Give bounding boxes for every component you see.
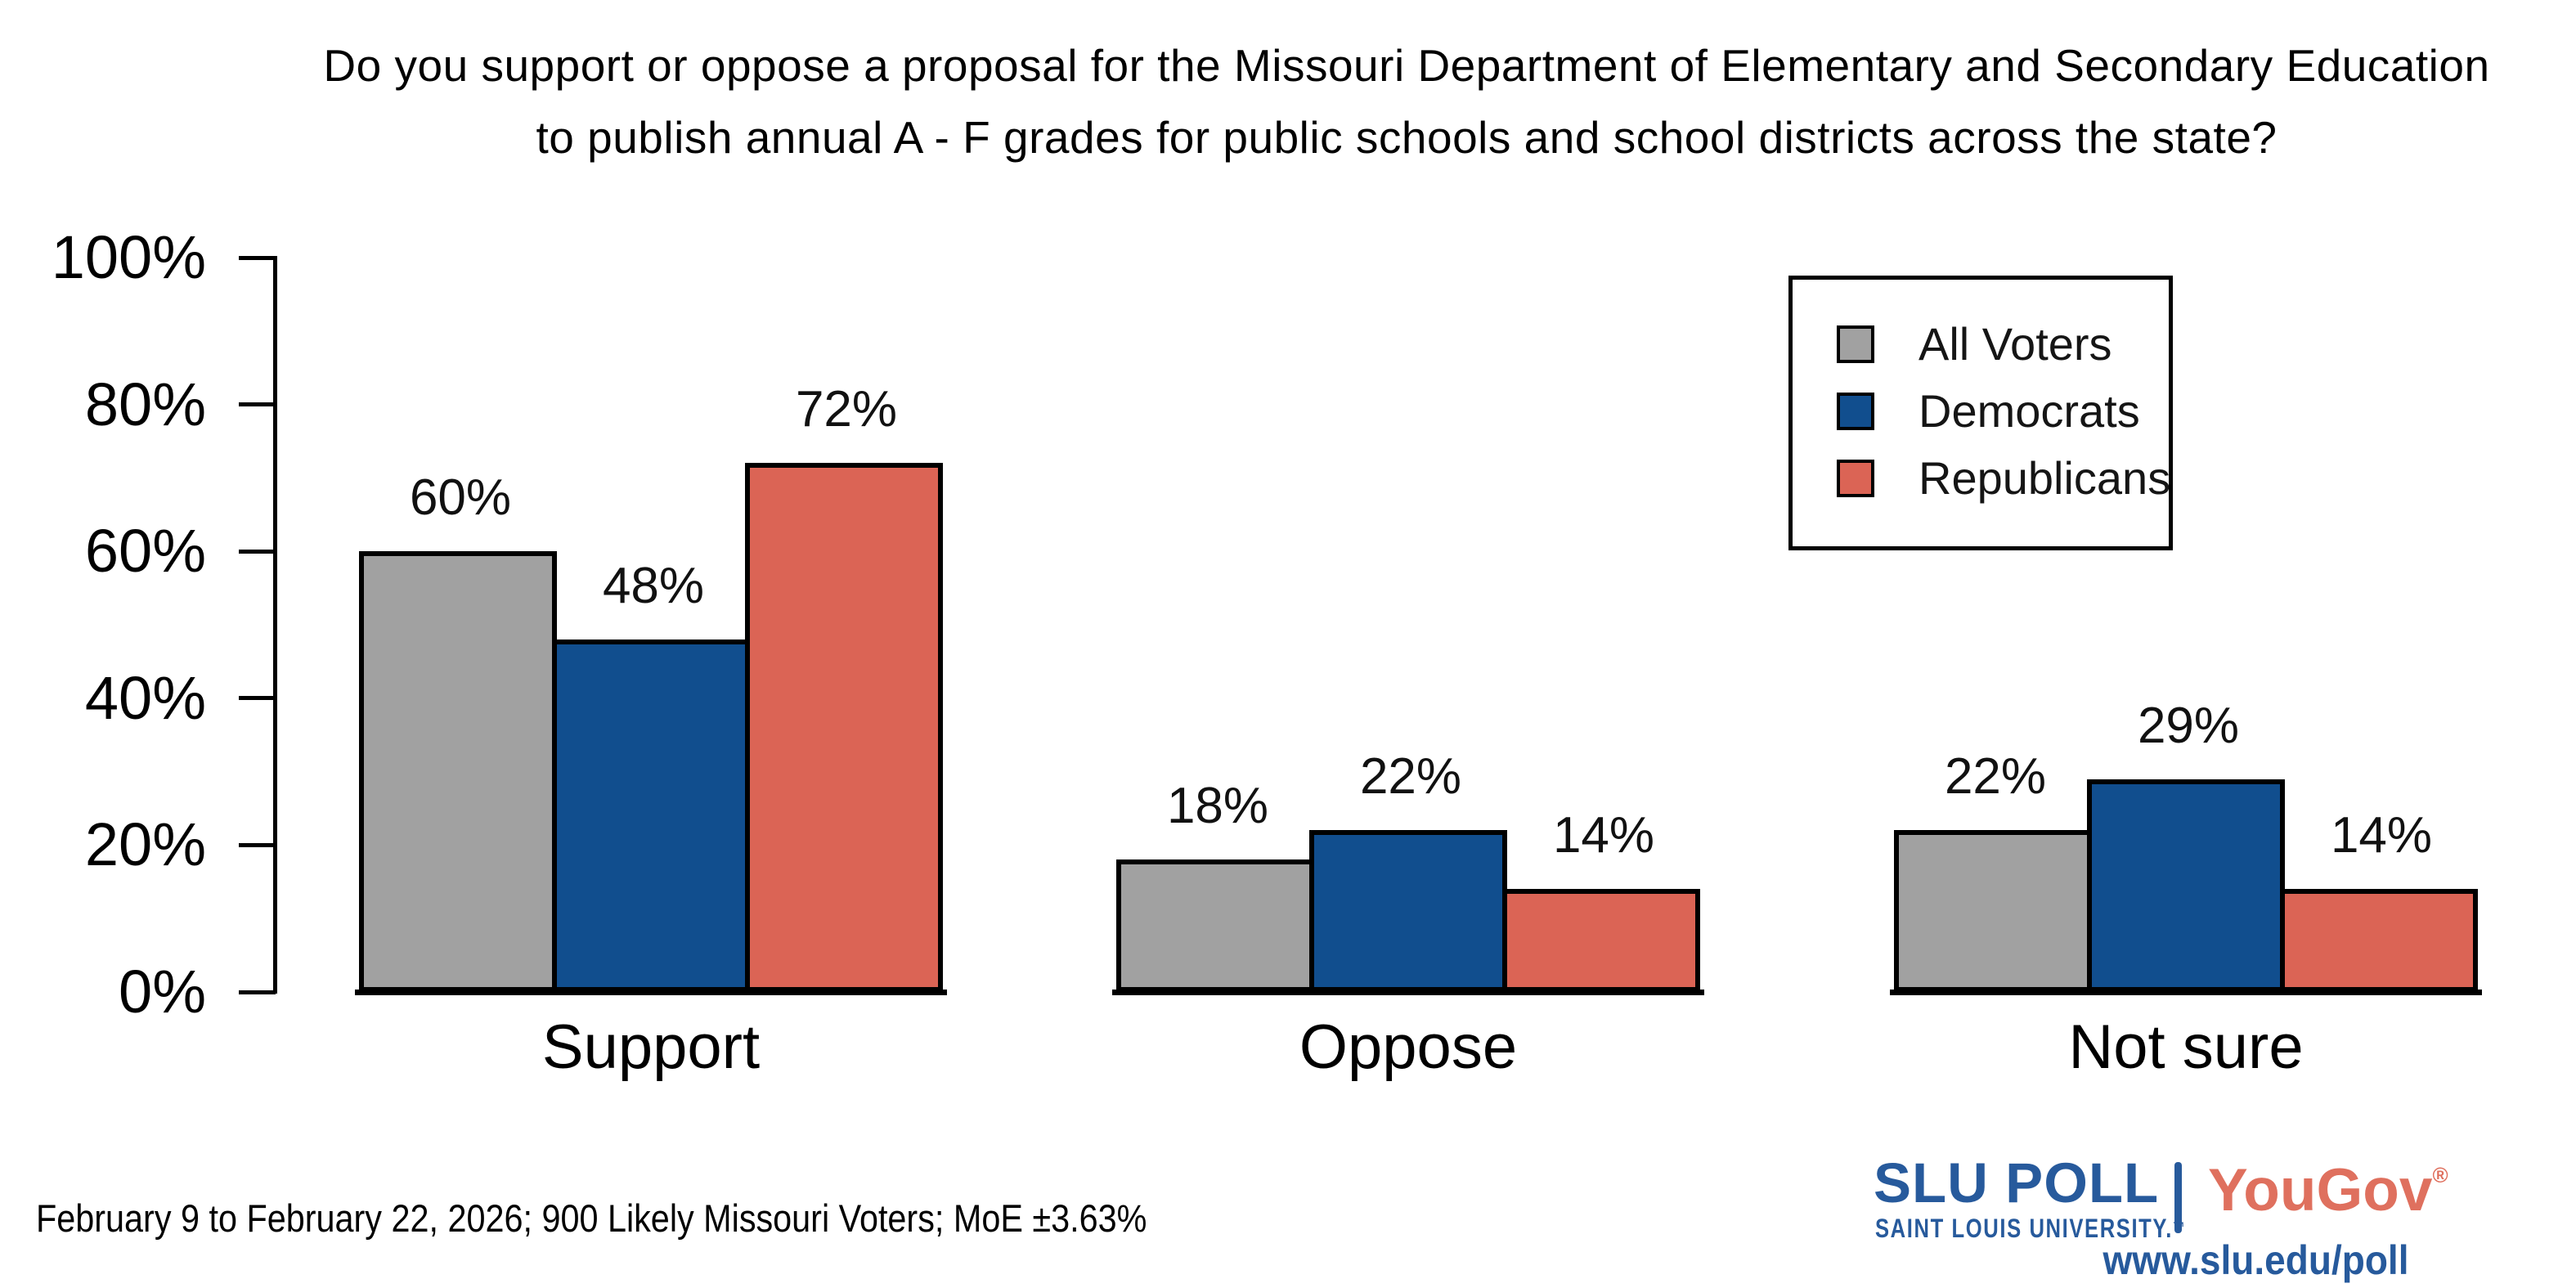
bar-republicans-not-sure (2280, 889, 2478, 992)
bar-value-label: 29% (2137, 698, 2240, 754)
yougov-wordmark: YouGov® (2208, 1156, 2448, 1224)
yougov-text: YouGov (2208, 1157, 2433, 1223)
chart-title: Do you support or oppose a proposal for … (237, 29, 2576, 173)
bar-value-label: 22% (1944, 748, 2047, 805)
y-axis-tick-label: 80% (84, 370, 206, 438)
bar-value-label: 60% (409, 469, 512, 526)
x-axis-baseline (1112, 990, 1704, 995)
legend-item-democrats: Democrats (1837, 385, 2169, 437)
legend-item-all-voters: All Voters (1837, 318, 2169, 370)
y-axis-tick (239, 990, 276, 994)
bar-democrats-support (552, 640, 750, 992)
bar-all-voters-not-sure (1894, 830, 2092, 992)
legend: All Voters Democrats Republicans (1788, 276, 2173, 550)
y-axis-tick (239, 255, 276, 260)
legend-label: Democrats (1919, 385, 2140, 437)
bar-republicans-oppose (1502, 889, 1700, 992)
y-axis-tick-label: 40% (84, 663, 206, 732)
bar-value-label: 48% (602, 558, 705, 614)
slu-poll-url: www.slu.edu/poll (2103, 1237, 2408, 1283)
legend-label: Republicans (1919, 452, 2171, 504)
bar-republicans-support (745, 463, 943, 992)
bar-value-label: 22% (1359, 748, 1462, 805)
y-axis-tick-label: 60% (84, 517, 206, 586)
bar-all-voters-oppose (1116, 859, 1314, 992)
category-label-oppose: Oppose (1299, 1012, 1518, 1082)
bar-democrats-not-sure (2087, 779, 2285, 992)
slu-university-text: SAINT LOUIS UNIVERSITY. (1875, 1214, 2173, 1243)
y-axis-tick-label: 20% (84, 810, 206, 879)
logo-separator-bar (2174, 1162, 2182, 1233)
y-axis-tick (239, 696, 276, 701)
chart-title-line1: Do you support or oppose a proposal for … (323, 40, 2490, 91)
category-label-not-sure: Not sure (2068, 1012, 2304, 1082)
footer-note: February 9 to February 22, 2026; 900 Lik… (36, 1196, 1147, 1240)
y-axis-tick (239, 402, 276, 407)
bar-value-label: 72% (795, 381, 898, 438)
bar-all-voters-support (359, 551, 557, 992)
x-axis-baseline (355, 990, 947, 995)
x-axis-baseline (1890, 990, 2482, 995)
bar-value-label: 18% (1166, 778, 1269, 834)
bar-value-label: 14% (1552, 807, 1655, 864)
bar-democrats-oppose (1309, 830, 1507, 992)
legend-swatch-democrats (1837, 393, 1874, 430)
registered-mark: ® (2432, 1163, 2448, 1187)
legend-item-republicans: Republicans (1837, 452, 2171, 504)
chart-title-line2: to publish annual A - F grades for publi… (536, 112, 2278, 163)
bar-value-label: 14% (2330, 807, 2433, 864)
legend-swatch-all-voters (1837, 325, 1874, 363)
y-axis-tick-label: 0% (119, 958, 206, 1025)
y-axis-tick (239, 842, 276, 847)
y-axis-line (273, 256, 277, 994)
y-axis-tick-label: 100% (51, 223, 206, 291)
y-axis-tick (239, 549, 276, 554)
legend-swatch-republicans (1837, 460, 1874, 497)
category-label-support: Support (541, 1012, 761, 1082)
slu-poll-wordmark: SLU POLL (1874, 1151, 2160, 1214)
legend-label: All Voters (1919, 318, 2112, 370)
